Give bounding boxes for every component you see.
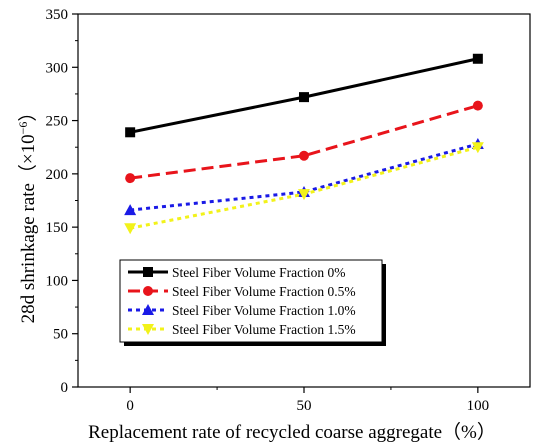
data-point [125, 173, 136, 184]
series-layer [124, 53, 484, 235]
data-point [124, 223, 137, 235]
data-point [298, 189, 310, 201]
y-tick-label: 250 [46, 114, 69, 130]
data-point [299, 92, 309, 103]
y-tick-label: 350 [46, 7, 69, 23]
x-tick-label: 50 [297, 398, 312, 414]
data-point [471, 142, 484, 154]
legend-label: Steel Fiber Volume Fraction 1.5% [172, 322, 356, 337]
y-tick-label: 50 [53, 327, 68, 343]
y-tick-label: 150 [46, 220, 69, 236]
y-tick-label: 300 [46, 60, 69, 76]
legend-label: Steel Fiber Volume Fraction 1.0% [172, 303, 356, 318]
y-tick-label: 0 [61, 380, 69, 396]
data-point [472, 100, 483, 111]
legend-marker [143, 267, 153, 277]
series-1 [125, 100, 483, 184]
legend-marker [143, 286, 153, 296]
legend-label: Steel Fiber Volume Fraction 0.5% [172, 284, 356, 299]
y-axis-title-exponent: −6 [16, 122, 30, 135]
data-point [125, 127, 136, 138]
y-tick-label: 200 [46, 167, 69, 183]
x-tick-label: 0 [126, 398, 134, 414]
legend-label: Steel Fiber Volume Fraction 0% [172, 265, 345, 280]
legend-marker [142, 304, 154, 315]
axes: 0 50 100 150 200 250 300 350 0 50 100 [46, 7, 531, 414]
series-3 [124, 142, 484, 235]
y-axis-title-text: 28d shrinkage rate（×10 [17, 134, 39, 323]
series-0 [125, 53, 483, 138]
legend: Steel Fiber Volume Fraction 0% Steel Fibe… [119, 259, 386, 346]
data-point [299, 150, 309, 161]
y-axis-title: 28d shrinkage rate（×10−6） [16, 103, 39, 324]
series-line [129, 104, 479, 180]
series-line [129, 142, 479, 212]
series-2 [124, 138, 484, 216]
legend-marker [142, 324, 154, 335]
x-axis-title: Replacement rate of recycled coarse aggr… [88, 421, 496, 443]
y-axis-title-close: ） [17, 103, 39, 122]
x-tick-label: 100 [467, 398, 490, 414]
y-tick-label: 100 [46, 273, 69, 289]
data-point [124, 204, 137, 216]
data-point [472, 53, 483, 64]
